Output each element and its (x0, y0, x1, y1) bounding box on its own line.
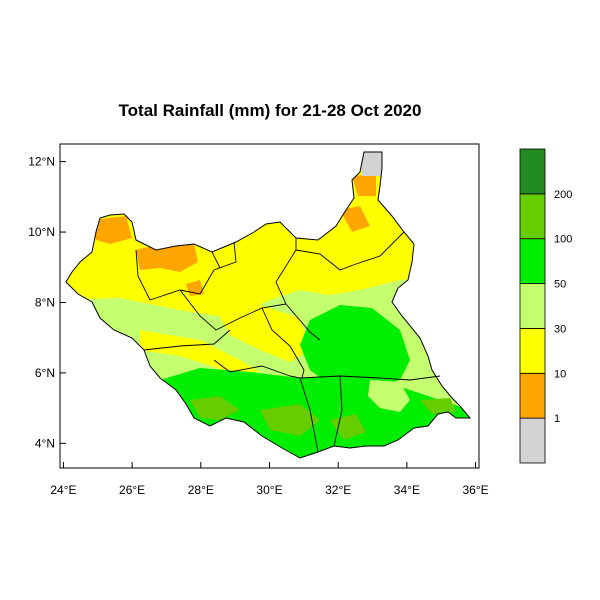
y-tick-label: 10°N (28, 225, 55, 239)
rainfall-zone-orange-ne-2 (340, 206, 370, 232)
rainfall-zone-darkgreen-4 (420, 398, 456, 414)
x-tick-label: 30°E (256, 483, 282, 497)
legend-label: 50 (554, 279, 566, 291)
x-tick-label: 36°E (462, 483, 488, 497)
legend-swatch (519, 148, 546, 195)
y-tick-label: 4°N (35, 436, 55, 450)
y-tick-label: 8°N (35, 295, 55, 309)
legend-swatch (519, 193, 546, 240)
rainfall-zone-green-east (300, 305, 410, 390)
x-tick-label: 24°E (50, 483, 76, 497)
legend: 1 10 30 50 100 200 (519, 148, 572, 464)
x-tick-label: 32°E (325, 483, 351, 497)
legend-swatch (519, 417, 546, 464)
legend-swatch (519, 238, 546, 284)
y-axis: 4°N 6°N 8°N 10°N 12°N (28, 155, 66, 450)
rainfall-zone-darkgreen-3 (330, 414, 366, 440)
legend-swatch (519, 283, 546, 329)
legend-label: 1 (554, 413, 560, 425)
y-tick-label: 12°N (28, 155, 55, 169)
legend-label: 100 (554, 234, 572, 246)
rainfall-zone-yellow-mid (140, 330, 260, 372)
rainfall-zone-lightgreen-south (368, 380, 410, 412)
rainfall-zone-orange-ne (352, 174, 376, 196)
rainfall-zone-orange-nw (92, 216, 132, 244)
legend-swatch (519, 328, 546, 374)
legend-label: 30 (554, 323, 566, 335)
legend-label: 200 (554, 189, 572, 201)
rainfall-zone-darkgreen-1 (190, 396, 240, 420)
state-boundaries (135, 231, 441, 453)
legend-label: 10 (554, 368, 566, 380)
x-tick-label: 34°E (394, 483, 420, 497)
rainfall-zone-darkgreen-2 (260, 404, 320, 436)
country-outline (65, 151, 472, 459)
map-title: Total Rainfall (mm) for 21-28 Oct 2020 (118, 101, 422, 120)
x-axis: 24°E 26°E 28°E 30°E 32°E 34°E 36°E (50, 462, 489, 497)
rainfall-zone-orange-north (136, 244, 198, 272)
x-tick-label: 26°E (119, 483, 145, 497)
x-tick-label: 28°E (188, 483, 214, 497)
rainfall-zone-gray (360, 152, 384, 176)
y-tick-label: 6°N (35, 366, 55, 380)
rainfall-raster (66, 152, 470, 458)
rainfall-zone-yellow-center (210, 300, 310, 362)
legend-swatch (519, 372, 546, 419)
